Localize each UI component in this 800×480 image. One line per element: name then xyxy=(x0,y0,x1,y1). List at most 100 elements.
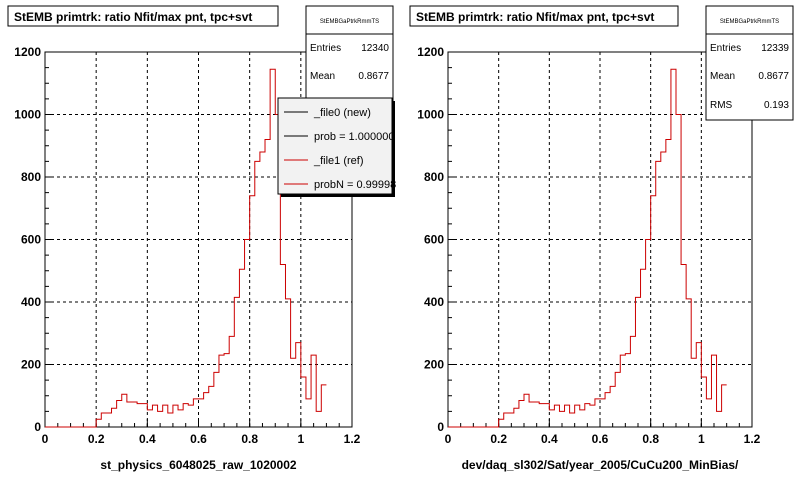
histogram-bin xyxy=(163,405,168,427)
x-tick-label: 0 xyxy=(445,432,452,446)
histogram-bin xyxy=(509,413,514,427)
histogram-bin xyxy=(178,410,183,427)
histogram-bin xyxy=(544,404,549,427)
legend-frame xyxy=(277,97,393,195)
histogram-bin xyxy=(96,419,101,427)
histogram-bin xyxy=(559,411,564,427)
histogram-bin xyxy=(524,394,529,427)
histogram-bin xyxy=(245,240,250,428)
histogram-bin xyxy=(173,405,178,427)
histogram-bin xyxy=(666,140,671,428)
histogram-bin xyxy=(106,413,111,427)
histogram-bin xyxy=(691,358,696,427)
histogram-bin xyxy=(595,399,600,427)
histogram-bin xyxy=(101,413,106,427)
histogram-bin xyxy=(209,386,214,427)
histogram-bin xyxy=(142,404,147,427)
histogram-bin xyxy=(239,269,244,427)
title-box xyxy=(7,5,279,27)
histogram-bin xyxy=(519,400,524,427)
histogram-bin xyxy=(117,400,122,427)
stats-mean-value: 0.8677 xyxy=(358,71,389,82)
histogram-line xyxy=(45,68,327,428)
histogram-bin xyxy=(152,405,157,427)
histogram-bin xyxy=(199,399,204,427)
histogram-bin xyxy=(529,402,534,427)
histogram-bin xyxy=(635,297,640,427)
histogram-bin xyxy=(651,196,656,427)
y-tick-label: 1200 xyxy=(14,45,41,59)
histogram-bin xyxy=(620,355,625,427)
histogram-bin xyxy=(132,402,137,427)
histogram-bin xyxy=(270,69,275,427)
histogram-bin xyxy=(661,152,666,427)
histogram-bin xyxy=(147,410,152,427)
histogram-bin xyxy=(717,411,722,427)
stats-rms-label: RMS xyxy=(710,100,733,111)
y-tick-label: 1200 xyxy=(417,45,444,59)
stats-box: StEMBGaPtrkRmmTS Entries 12339 Mean 0.8677 RM… xyxy=(705,5,794,121)
stats-mean-label: Mean xyxy=(310,71,335,82)
histogram-bin xyxy=(316,411,321,427)
y-tick-label: 600 xyxy=(424,233,444,247)
stats-entries-value: 12340 xyxy=(361,43,389,54)
histogram-bin xyxy=(188,405,193,427)
histogram-bin xyxy=(570,413,575,427)
histogram-bin xyxy=(646,240,651,428)
stats-entries-label: Entries xyxy=(710,43,741,54)
x-tick-label: 0 xyxy=(42,432,49,446)
histogram-bin xyxy=(681,265,686,428)
x-tick-label: 1 xyxy=(698,432,705,446)
histogram-bin xyxy=(575,405,580,427)
chart-panel-2: 0 0.2 0.4 0.6 0.8 1 1.2 0 200 400 600 800 1000 1200 St… xyxy=(409,5,794,472)
histogram-bin xyxy=(580,410,585,427)
legend-label-1: _file0 (new) xyxy=(313,107,371,119)
histogram-bin xyxy=(122,394,127,427)
y-tick-label: 600 xyxy=(21,233,41,247)
legend-label-4: probN = 0.99998 xyxy=(314,179,396,191)
stats-mean-value: 0.8677 xyxy=(758,71,789,82)
histogram-bin xyxy=(311,355,316,427)
histogram-bin xyxy=(280,265,285,428)
x-tick-label: 0.4 xyxy=(541,432,558,446)
legend-label-3: _file1 (ref) xyxy=(313,155,364,167)
histogram-bin xyxy=(696,343,701,427)
histogram-bin xyxy=(224,354,229,427)
histogram-bin xyxy=(671,69,676,427)
histogram-bin xyxy=(549,410,554,427)
histogram-bin xyxy=(630,336,635,427)
histogram-bin xyxy=(514,408,519,427)
histogram-bin xyxy=(193,399,198,427)
histogram-bin xyxy=(605,393,610,427)
y-tick-label: 400 xyxy=(21,295,41,309)
histogram-bin xyxy=(656,161,661,427)
histogram-bin xyxy=(158,411,163,427)
y-tick-label: 1000 xyxy=(417,108,444,122)
histogram-bin xyxy=(234,297,239,427)
x-tick-label: 1.2 xyxy=(344,432,361,446)
histogram-bin xyxy=(321,385,326,427)
histogram-bin xyxy=(590,405,595,427)
histogram-bin xyxy=(137,404,142,427)
y-tick-label: 800 xyxy=(424,170,444,184)
histogram-bin xyxy=(219,355,224,427)
x-tick-label: 0.4 xyxy=(139,432,156,446)
x-tick-label: 1 xyxy=(297,432,304,446)
legend-box: _file0 (new) prob = 1.000000 _file1 (ref) p… xyxy=(277,97,396,197)
histogram-bin xyxy=(585,404,590,427)
stats-mean-label: Mean xyxy=(710,71,735,82)
histogram-bin xyxy=(204,393,209,427)
x-tick-label: 0.2 xyxy=(490,432,507,446)
histogram-bin xyxy=(229,336,234,427)
y-tick-label: 400 xyxy=(424,295,444,309)
stats-entries-value: 12339 xyxy=(761,43,789,54)
x-tick-label: 0.8 xyxy=(642,432,659,446)
title-box xyxy=(409,5,679,27)
histogram-bin xyxy=(554,405,559,427)
legend-label-2: prob = 1.000000 xyxy=(314,131,394,143)
histogram-bin xyxy=(701,377,706,427)
histogram-bin xyxy=(504,413,509,427)
histogram-bin xyxy=(306,399,311,427)
histogram-bin xyxy=(265,140,270,428)
